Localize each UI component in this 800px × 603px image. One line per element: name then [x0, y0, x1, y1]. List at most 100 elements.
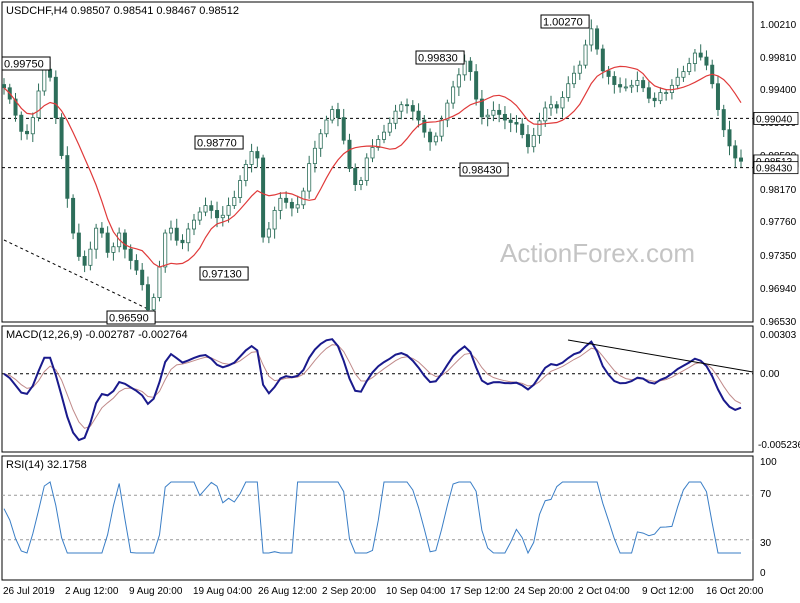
horizontal-levels [2, 117, 753, 311]
candle-body [88, 248, 93, 266]
candle-body [537, 120, 542, 136]
candle-body [514, 122, 519, 125]
candle-body [422, 119, 427, 133]
macd-signal-line [3, 344, 742, 429]
annotation-label: 0.99830 [418, 53, 458, 65]
candle-body [278, 197, 283, 211]
candle-body [13, 98, 18, 116]
annotation-box [1, 56, 51, 71]
candle-body [577, 64, 582, 74]
candle-body [681, 71, 686, 78]
candle-body [180, 239, 185, 244]
x-label: 9 Oct 12:00 [642, 586, 694, 597]
candle-body [255, 151, 260, 159]
candle-body [2, 84, 7, 89]
x-label: 9 Aug 20:00 [129, 586, 183, 597]
candle-body [209, 205, 214, 211]
candle-body [122, 232, 127, 250]
candle-body [721, 109, 726, 131]
candle-body [197, 211, 202, 221]
rsi-lines [2, 481, 753, 555]
candle-body [232, 197, 237, 206]
candle-body [238, 180, 243, 198]
x-label: 26 Aug 12:00 [258, 586, 317, 597]
annotation-label: 0.98770 [197, 138, 237, 150]
candle-body [226, 205, 231, 216]
candle-body [428, 131, 433, 143]
candle-body [157, 266, 162, 298]
candle-body [71, 197, 76, 234]
rsi-header: RSI(14) 32.1758 [6, 459, 87, 471]
candle-body [462, 60, 467, 76]
macd-trendline [567, 339, 754, 373]
candle-body [105, 232, 110, 253]
candle-body [451, 86, 456, 104]
candle-body [82, 256, 87, 266]
candle-body [387, 122, 392, 133]
ma-line [3, 65, 742, 268]
x-label: 10 Sep 04:00 [386, 586, 446, 597]
candle-body [687, 63, 692, 73]
x-label: 26 Jul 2019 [3, 586, 55, 597]
candle-body [220, 214, 225, 219]
candle-body [416, 110, 421, 121]
x-label: 16 Oct 20:00 [706, 586, 764, 597]
candle-body [163, 232, 168, 268]
candle-body [30, 117, 35, 135]
candle-body [623, 86, 628, 89]
macd-line [3, 338, 742, 442]
candle-body [19, 114, 24, 132]
price-tick: 0.96940 [760, 284, 797, 295]
annotation-box [415, 50, 465, 65]
annotation-label: 0.98430 [462, 165, 502, 177]
candle-body [335, 109, 340, 119]
candle-body [324, 119, 329, 135]
x-axis-labels: 26 Jul 2019 2 Aug 12:00 9 Aug 20:00 19 A… [3, 586, 764, 597]
annotation-box [459, 162, 509, 177]
x-label: 2 Aug 12:00 [65, 586, 119, 597]
macd-tick: -0.005236 [758, 440, 800, 451]
x-label: 24 Sep 20:00 [514, 586, 574, 597]
x-label: 17 Sep 12:00 [450, 586, 510, 597]
macd-tick: 0.00 [760, 369, 780, 380]
candle-body [543, 107, 548, 122]
candle-body [261, 157, 266, 238]
candle-body [497, 109, 502, 115]
candle-body [203, 205, 208, 213]
candle-body [525, 134, 530, 148]
annotation-label: 0.99750 [4, 59, 44, 71]
x-label: 2 Oct 04:00 [578, 586, 630, 597]
candle-body [589, 28, 594, 46]
price-tick: 1.00210 [760, 20, 797, 31]
candle-body [531, 134, 536, 148]
candle-body [479, 98, 484, 118]
candle-body [128, 248, 133, 261]
candle-body [353, 168, 358, 186]
macd-header: MACD(12,26,9) -0.002787 -0.002764 [6, 329, 188, 341]
candle-body [243, 164, 248, 181]
rsi-tick: 0 [760, 568, 766, 579]
rsi-panel-frame [1, 455, 754, 581]
macd-y-ticks: 0.00303 0.00 -0.005236 [758, 330, 800, 451]
candle-body [399, 104, 404, 112]
price-tag-label: 0.99040 [756, 114, 793, 125]
candle-body [186, 228, 191, 244]
candle-body [370, 147, 375, 159]
candle-body [646, 87, 651, 99]
candle-body [312, 147, 317, 165]
candle-body [520, 123, 525, 135]
candle-body [272, 210, 277, 230]
annotation-box [540, 14, 590, 29]
candle-body [508, 119, 513, 123]
candle-body [658, 92, 663, 102]
candle-body [502, 113, 507, 121]
price-tick: 0.97760 [760, 217, 797, 228]
candle-body [456, 74, 461, 88]
candle-body [134, 260, 139, 271]
candle-body [410, 105, 415, 112]
candle-body [629, 84, 634, 88]
candle-body [289, 201, 294, 209]
candle-body [635, 80, 640, 86]
